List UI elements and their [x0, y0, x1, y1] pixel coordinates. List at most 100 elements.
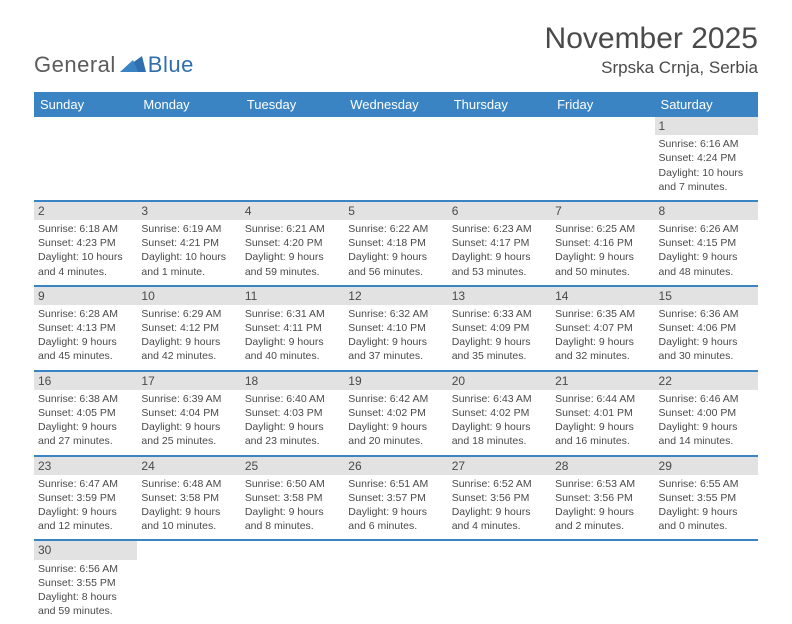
logo-text-blue: Blue	[148, 52, 194, 78]
day-number: 4	[241, 202, 344, 220]
sunrise-line: Sunrise: 6:39 AM	[141, 392, 236, 406]
daylight-line: Daylight: 9 hours and 10 minutes.	[141, 505, 236, 533]
daylight-line: Daylight: 10 hours and 1 minute.	[141, 250, 236, 278]
day-number: 28	[551, 457, 654, 475]
daylight-line: Daylight: 9 hours and 27 minutes.	[38, 420, 133, 448]
day-number: 1	[655, 117, 758, 135]
sunrise-line: Sunrise: 6:56 AM	[38, 562, 133, 576]
sunset-line: Sunset: 4:20 PM	[245, 236, 340, 250]
sunset-line: Sunset: 4:06 PM	[659, 321, 754, 335]
sunrise-line: Sunrise: 6:32 AM	[348, 307, 443, 321]
calendar-day-cell: 8Sunrise: 6:26 AMSunset: 4:15 PMDaylight…	[655, 201, 758, 286]
calendar-empty-cell	[448, 117, 551, 201]
daylight-line: Daylight: 9 hours and 8 minutes.	[245, 505, 340, 533]
sunrise-line: Sunrise: 6:31 AM	[245, 307, 340, 321]
sunrise-line: Sunrise: 6:18 AM	[38, 222, 133, 236]
daylight-line: Daylight: 9 hours and 56 minutes.	[348, 250, 443, 278]
day-number: 13	[448, 287, 551, 305]
calendar-day-cell: 11Sunrise: 6:31 AMSunset: 4:11 PMDayligh…	[241, 286, 344, 371]
daylight-line: Daylight: 9 hours and 20 minutes.	[348, 420, 443, 448]
sunrise-line: Sunrise: 6:40 AM	[245, 392, 340, 406]
weekday-header: Monday	[137, 92, 240, 117]
weekday-header: Saturday	[655, 92, 758, 117]
calendar-table: SundayMondayTuesdayWednesdayThursdayFrid…	[34, 92, 758, 624]
day-number: 27	[448, 457, 551, 475]
day-number: 20	[448, 372, 551, 390]
daylight-line: Daylight: 9 hours and 16 minutes.	[555, 420, 650, 448]
daylight-line: Daylight: 9 hours and 30 minutes.	[659, 335, 754, 363]
sunset-line: Sunset: 4:05 PM	[38, 406, 133, 420]
day-number: 6	[448, 202, 551, 220]
daylight-line: Daylight: 9 hours and 37 minutes.	[348, 335, 443, 363]
sunrise-line: Sunrise: 6:38 AM	[38, 392, 133, 406]
sunrise-line: Sunrise: 6:36 AM	[659, 307, 754, 321]
sunrise-line: Sunrise: 6:16 AM	[659, 137, 754, 151]
day-number: 25	[241, 457, 344, 475]
sunset-line: Sunset: 4:11 PM	[245, 321, 340, 335]
daylight-line: Daylight: 9 hours and 59 minutes.	[245, 250, 340, 278]
sunrise-line: Sunrise: 6:48 AM	[141, 477, 236, 491]
sunrise-line: Sunrise: 6:19 AM	[141, 222, 236, 236]
day-number: 17	[137, 372, 240, 390]
daylight-line: Daylight: 9 hours and 50 minutes.	[555, 250, 650, 278]
day-number: 22	[655, 372, 758, 390]
calendar-empty-cell	[344, 117, 447, 201]
daylight-line: Daylight: 9 hours and 53 minutes.	[452, 250, 547, 278]
daylight-line: Daylight: 9 hours and 2 minutes.	[555, 505, 650, 533]
calendar-week-row: 16Sunrise: 6:38 AMSunset: 4:05 PMDayligh…	[34, 371, 758, 456]
calendar-empty-cell	[551, 540, 654, 624]
sunset-line: Sunset: 4:16 PM	[555, 236, 650, 250]
sunset-line: Sunset: 4:00 PM	[659, 406, 754, 420]
daylight-line: Daylight: 9 hours and 14 minutes.	[659, 420, 754, 448]
sunrise-line: Sunrise: 6:26 AM	[659, 222, 754, 236]
calendar-day-cell: 29Sunrise: 6:55 AMSunset: 3:55 PMDayligh…	[655, 456, 758, 541]
calendar-day-cell: 14Sunrise: 6:35 AMSunset: 4:07 PMDayligh…	[551, 286, 654, 371]
day-number: 19	[344, 372, 447, 390]
sunrise-line: Sunrise: 6:33 AM	[452, 307, 547, 321]
day-number: 3	[137, 202, 240, 220]
calendar-day-cell: 2Sunrise: 6:18 AMSunset: 4:23 PMDaylight…	[34, 201, 137, 286]
calendar-week-row: 1Sunrise: 6:16 AMSunset: 4:24 PMDaylight…	[34, 117, 758, 201]
day-number: 10	[137, 287, 240, 305]
day-number: 8	[655, 202, 758, 220]
daylight-line: Daylight: 8 hours and 59 minutes.	[38, 590, 133, 618]
day-number: 12	[344, 287, 447, 305]
weekday-header-row: SundayMondayTuesdayWednesdayThursdayFrid…	[34, 92, 758, 117]
logo-mark-icon	[120, 54, 146, 77]
sunset-line: Sunset: 4:13 PM	[38, 321, 133, 335]
calendar-day-cell: 23Sunrise: 6:47 AMSunset: 3:59 PMDayligh…	[34, 456, 137, 541]
daylight-line: Daylight: 9 hours and 25 minutes.	[141, 420, 236, 448]
calendar-empty-cell	[241, 540, 344, 624]
calendar-day-cell: 24Sunrise: 6:48 AMSunset: 3:58 PMDayligh…	[137, 456, 240, 541]
sunrise-line: Sunrise: 6:21 AM	[245, 222, 340, 236]
day-number: 15	[655, 287, 758, 305]
calendar-day-cell: 27Sunrise: 6:52 AMSunset: 3:56 PMDayligh…	[448, 456, 551, 541]
day-number: 23	[34, 457, 137, 475]
calendar-empty-cell	[344, 540, 447, 624]
day-number: 29	[655, 457, 758, 475]
daylight-line: Daylight: 9 hours and 32 minutes.	[555, 335, 650, 363]
day-number: 21	[551, 372, 654, 390]
day-number: 24	[137, 457, 240, 475]
calendar-day-cell: 16Sunrise: 6:38 AMSunset: 4:05 PMDayligh…	[34, 371, 137, 456]
day-number: 26	[344, 457, 447, 475]
sunrise-line: Sunrise: 6:42 AM	[348, 392, 443, 406]
daylight-line: Daylight: 9 hours and 42 minutes.	[141, 335, 236, 363]
sunset-line: Sunset: 4:24 PM	[659, 151, 754, 165]
sunset-line: Sunset: 3:58 PM	[245, 491, 340, 505]
day-number: 9	[34, 287, 137, 305]
calendar-day-cell: 20Sunrise: 6:43 AMSunset: 4:02 PMDayligh…	[448, 371, 551, 456]
calendar-week-row: 9Sunrise: 6:28 AMSunset: 4:13 PMDaylight…	[34, 286, 758, 371]
calendar-day-cell: 22 Sunrise: 6:46 AMSunset: 4:00 PMDayligh…	[655, 371, 758, 456]
sunset-line: Sunset: 4:04 PM	[141, 406, 236, 420]
calendar-day-cell: 13Sunrise: 6:33 AMSunset: 4:09 PMDayligh…	[448, 286, 551, 371]
daylight-line: Daylight: 9 hours and 4 minutes.	[452, 505, 547, 533]
calendar-day-cell: 21Sunrise: 6:44 AMSunset: 4:01 PMDayligh…	[551, 371, 654, 456]
sunrise-line: Sunrise: 6:46 AM	[659, 392, 754, 406]
day-number: 11	[241, 287, 344, 305]
sunset-line: Sunset: 3:56 PM	[555, 491, 650, 505]
daylight-line: Daylight: 9 hours and 6 minutes.	[348, 505, 443, 533]
calendar-day-cell: 5Sunrise: 6:22 AMSunset: 4:18 PMDaylight…	[344, 201, 447, 286]
sunset-line: Sunset: 4:02 PM	[348, 406, 443, 420]
calendar-day-cell: 30Sunrise: 6:56 AMSunset: 3:55 PMDayligh…	[34, 540, 137, 624]
